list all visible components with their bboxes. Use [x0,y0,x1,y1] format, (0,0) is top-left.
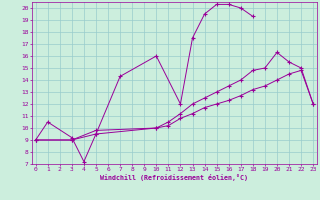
X-axis label: Windchill (Refroidissement éolien,°C): Windchill (Refroidissement éolien,°C) [100,174,248,181]
